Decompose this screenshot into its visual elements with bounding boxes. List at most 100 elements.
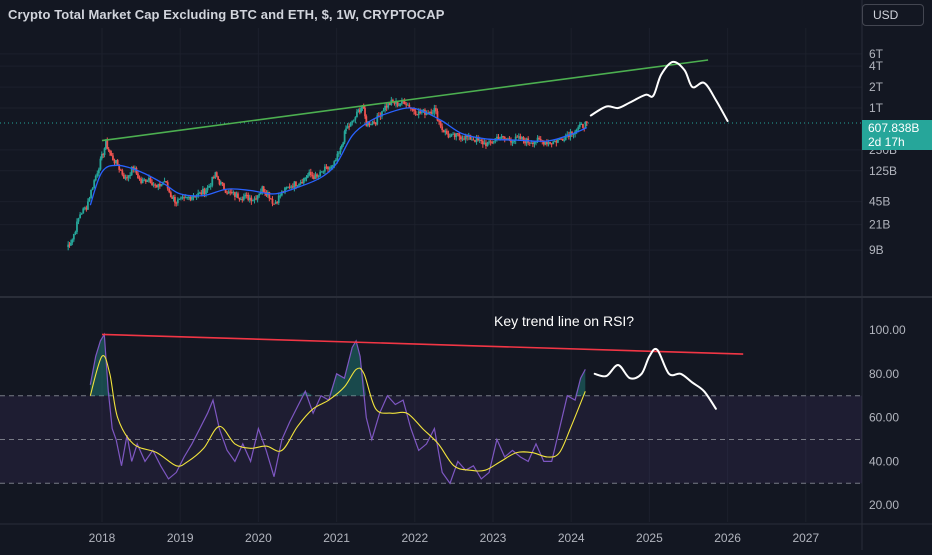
candle-body <box>539 138 542 141</box>
currency-button[interactable]: USD <box>862 4 924 26</box>
candle-body <box>560 138 562 140</box>
candle-body <box>85 207 88 210</box>
candle-body <box>314 174 317 179</box>
rsi-ma-line <box>89 355 586 472</box>
candle-body <box>536 137 539 142</box>
price-axis-label: 45B <box>869 195 890 209</box>
candle-body <box>270 198 272 200</box>
candle-body <box>138 178 141 180</box>
candle-body <box>323 166 326 172</box>
candle-body <box>557 139 559 143</box>
candle-body <box>382 110 385 112</box>
candle-body <box>577 127 580 130</box>
candle-body <box>219 182 222 185</box>
candle-body <box>376 115 379 125</box>
candle-body <box>513 140 516 143</box>
candle-body <box>399 103 402 105</box>
candle-body <box>181 197 184 199</box>
candle-body <box>261 186 264 192</box>
candle-body <box>295 181 297 187</box>
candle-body <box>296 185 299 187</box>
candle-body <box>180 197 182 199</box>
bar-countdown: 2d 17h <box>868 135 905 149</box>
candle-body <box>168 188 171 193</box>
candle-body <box>417 111 420 115</box>
candle-body <box>317 175 320 177</box>
candle-body <box>538 137 541 139</box>
candle-body <box>430 111 433 114</box>
candle-body <box>403 101 406 105</box>
candle-body <box>309 172 312 176</box>
candle-body <box>524 140 526 144</box>
rsi-axis[interactable]: 100.00 80.00 60.00 40.00 20.00 <box>869 323 906 512</box>
price-axis-label: 6T <box>869 47 884 61</box>
candle-body <box>304 178 307 180</box>
candle-body <box>460 136 462 140</box>
candle-body <box>528 142 531 144</box>
candle-body <box>416 114 419 116</box>
candle-body <box>192 196 195 198</box>
candle-body <box>155 184 158 188</box>
candle-body <box>299 182 302 184</box>
candle-body <box>218 179 221 185</box>
rsi-annotation-text[interactable]: Key trend line on RSI? <box>494 313 634 329</box>
rsi-projection-drawing[interactable] <box>593 347 717 410</box>
candle-body <box>436 111 439 121</box>
candle-body <box>492 141 495 143</box>
candle-body <box>176 199 179 204</box>
candle-body <box>522 137 525 141</box>
candle-body <box>148 177 150 181</box>
current-price-value: 607.838B <box>868 121 920 135</box>
candle-body <box>385 105 388 108</box>
candle-body <box>107 148 110 151</box>
candle-body <box>354 117 357 120</box>
candle-body <box>450 134 453 137</box>
candle-body <box>230 192 233 194</box>
candle-body <box>428 111 431 114</box>
candle-body <box>555 140 558 143</box>
candle-body <box>514 136 517 141</box>
candle-body <box>546 141 548 145</box>
time-axis[interactable]: 2018 2019 2020 2021 2022 2023 2024 2025 2026 2027 <box>89 531 820 545</box>
candle-body <box>256 195 259 200</box>
candle-body <box>550 143 553 145</box>
rsi-band-background <box>0 395 862 484</box>
candle-body <box>235 193 238 197</box>
candle-body <box>264 191 266 193</box>
candle-body <box>396 101 399 106</box>
chart-title: Crypto Total Market Cap Excluding BTC an… <box>8 7 445 22</box>
price-projection-drawing[interactable] <box>589 60 729 122</box>
candle-body <box>553 140 556 142</box>
upper-trend-line[interactable] <box>101 59 709 142</box>
candle-body <box>357 109 360 112</box>
candle-body <box>365 116 368 126</box>
rsi-pane[interactable] <box>0 332 862 485</box>
candle-body <box>510 140 512 143</box>
candle-body <box>141 179 144 184</box>
candle-body <box>127 175 130 178</box>
candle-body <box>71 239 74 243</box>
candle-body <box>508 138 511 141</box>
candle-body <box>392 99 394 103</box>
candle-body <box>273 203 275 205</box>
price-pane[interactable] <box>0 59 862 251</box>
candle-body <box>113 160 116 164</box>
candle-body <box>327 166 329 170</box>
candle-body <box>571 131 573 135</box>
candle-body <box>358 109 361 113</box>
time-axis-label: 2025 <box>636 531 663 545</box>
candle-body <box>158 183 161 187</box>
candle-body <box>552 141 555 145</box>
rsi-trend-line[interactable] <box>101 333 744 355</box>
candle-body <box>322 171 325 173</box>
candle-body <box>152 184 155 186</box>
candle-body <box>112 155 114 161</box>
candle-body <box>277 195 280 203</box>
candle-body <box>285 187 288 189</box>
candle-body <box>197 193 200 196</box>
candle-body <box>126 177 128 179</box>
candle-body <box>516 136 519 138</box>
candle-body <box>118 165 121 170</box>
